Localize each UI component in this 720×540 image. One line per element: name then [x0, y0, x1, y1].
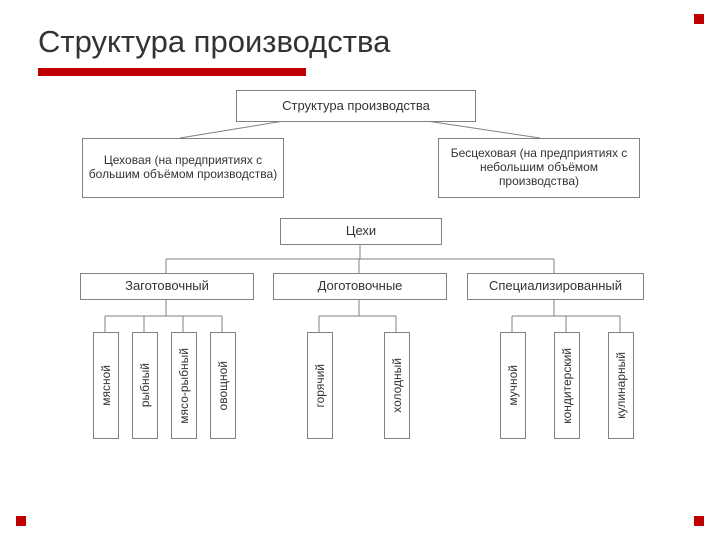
- node-workshop-based: Цеховая (на предприятиях с большим объём…: [82, 138, 284, 198]
- leaf-ovoshchnoy: овощной: [210, 332, 236, 439]
- leaf-kulinarny-label: кулинарный: [614, 352, 628, 419]
- leaf-rybny: рыбный: [132, 332, 158, 439]
- node-non-workshop: Бесцеховая (на предприятиях с небольшим …: [438, 138, 640, 198]
- leaf-kulinarny: кулинарный: [608, 332, 634, 439]
- leaf-muchnoy-label: мучной: [506, 365, 520, 406]
- node-non-workshop-label: Бесцеховая (на предприятиях с небольшим …: [439, 147, 639, 188]
- leaf-konditersky-label: кондитерский: [560, 348, 574, 424]
- slide-canvas: Структура производства Структура произво…: [0, 0, 720, 540]
- leaf-muchnoy: мучной: [500, 332, 526, 439]
- corner-square-icon: [16, 516, 26, 526]
- node-spetsializ-label: Специализированный: [489, 279, 622, 294]
- leaf-myasnoy: мясной: [93, 332, 119, 439]
- node-workshop-based-label: Цеховая (на предприятиях с большим объём…: [83, 154, 283, 182]
- leaf-myaso-rybny: мясо-рыбный: [171, 332, 197, 439]
- node-workshops: Цехи: [280, 218, 442, 245]
- leaf-kholodny: холодный: [384, 332, 410, 439]
- leaf-myasnoy-label: мясной: [99, 365, 113, 406]
- title-underline: [38, 68, 306, 76]
- corner-square-icon: [694, 14, 704, 24]
- slide-title: Структура производства: [38, 24, 390, 60]
- node-root-label: Структура производства: [282, 99, 430, 114]
- leaf-ovoshchnoy-label: овощной: [216, 361, 230, 410]
- node-root: Структура производства: [236, 90, 476, 122]
- node-dogotovochnye-label: Доготовочные: [318, 279, 403, 294]
- leaf-goryachiy-label: горячий: [313, 364, 327, 407]
- leaf-myaso-rybny-label: мясо-рыбный: [177, 348, 191, 424]
- leaf-goryachiy: горячий: [307, 332, 333, 439]
- leaf-konditersky: кондитерский: [554, 332, 580, 439]
- node-zagotovochny-label: Заготовочный: [125, 279, 209, 294]
- node-spetsializ: Специализированный: [467, 273, 644, 300]
- node-dogotovochnye: Доготовочные: [273, 273, 447, 300]
- leaf-rybny-label: рыбный: [138, 363, 152, 407]
- corner-square-icon: [694, 516, 704, 526]
- node-workshops-label: Цехи: [346, 224, 376, 239]
- leaf-kholodny-label: холодный: [390, 358, 404, 413]
- node-zagotovochny: Заготовочный: [80, 273, 254, 300]
- connector-lines: [0, 0, 720, 540]
